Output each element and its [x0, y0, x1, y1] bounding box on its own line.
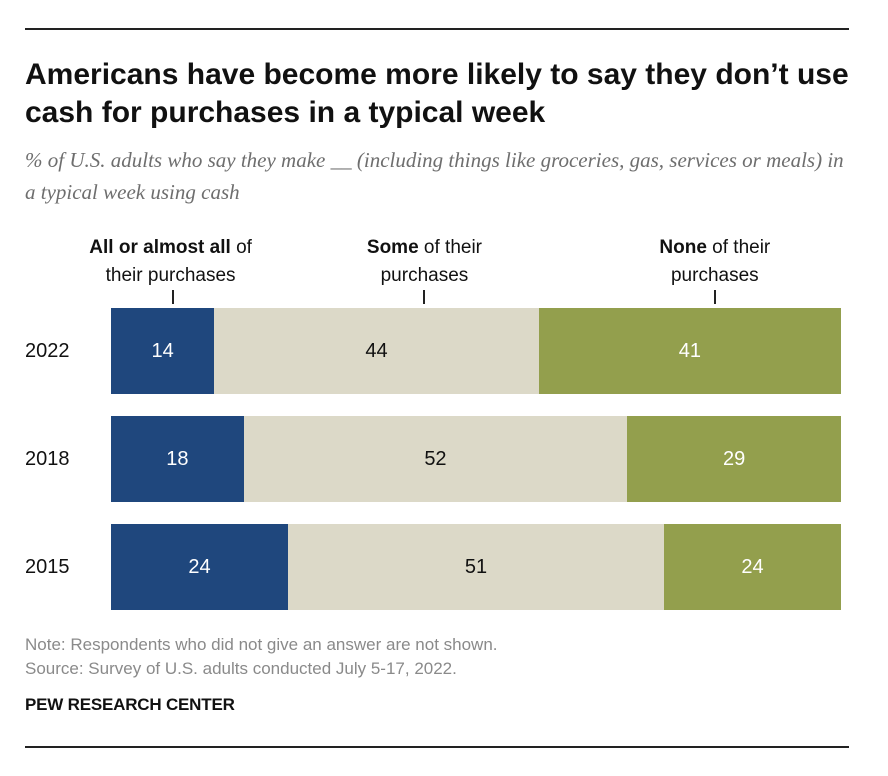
bar-2015-all [111, 524, 288, 610]
legend-header-all-rest: of [230, 237, 252, 258]
value-label-2015-none: 24 [741, 556, 764, 578]
year-label-2018: 2018 [25, 448, 70, 470]
legend-header-some-rest: of their [418, 237, 483, 258]
legend-header-none-rest: of their [706, 237, 771, 258]
bar-2015-some [287, 524, 665, 610]
source-text: Source: Survey of U.S. adults conducted … [25, 659, 457, 678]
legend-tick-none [713, 290, 716, 304]
bar-2022-all [111, 308, 215, 394]
legend-tick-some [423, 290, 426, 304]
chart-subtitle: % of U.S. adults who say they make __ (i… [25, 148, 844, 204]
bottom-rule [25, 746, 849, 748]
bar-2018-all [111, 416, 244, 502]
note-text: Note: Respondents who did not give an an… [25, 635, 498, 654]
bar-2022-none [538, 308, 841, 394]
top-rule [25, 28, 849, 30]
bar-2022-some [214, 308, 539, 394]
legend-header-some-bold: Some [366, 237, 419, 258]
brand-logo-text: PEW RESEARCH CENTER [25, 695, 235, 714]
legend-header-none-line2: purchases [670, 265, 759, 286]
year-label-2015: 2015 [25, 556, 70, 578]
value-label-2015-all: 24 [188, 556, 211, 578]
legend-header-none: None of their purchases [659, 234, 770, 290]
chart-title: Americans have become more likely to say… [25, 58, 849, 129]
bar-2015-none [664, 524, 841, 610]
value-label-2018-none: 29 [722, 448, 746, 470]
value-label-2022-none: 41 [678, 340, 701, 362]
legend-tick-all [171, 290, 174, 304]
legend-header-none-bold: None [659, 237, 707, 258]
bar-2018-some [243, 416, 628, 502]
value-label-2015-some: 51 [464, 556, 488, 578]
legend-header-all-line2: their purchases [105, 265, 236, 286]
legend-header-some: Some of their purchases [367, 234, 482, 290]
footnotes: Note: Respondents who did not give an an… [25, 633, 498, 681]
legend-header-some-line2: purchases [380, 265, 469, 286]
value-label-2022-some: 44 [365, 340, 388, 362]
legend-header-all: All or almost all of their purchases [89, 234, 252, 290]
bar-2018-none [627, 416, 841, 502]
value-label-2018-some: 52 [424, 448, 447, 470]
value-label-2018-all: 18 [166, 448, 189, 470]
year-label-2022: 2022 [25, 340, 70, 362]
value-label-2022-all: 14 [151, 340, 174, 362]
legend-header-all-bold: All or almost all [89, 237, 231, 258]
